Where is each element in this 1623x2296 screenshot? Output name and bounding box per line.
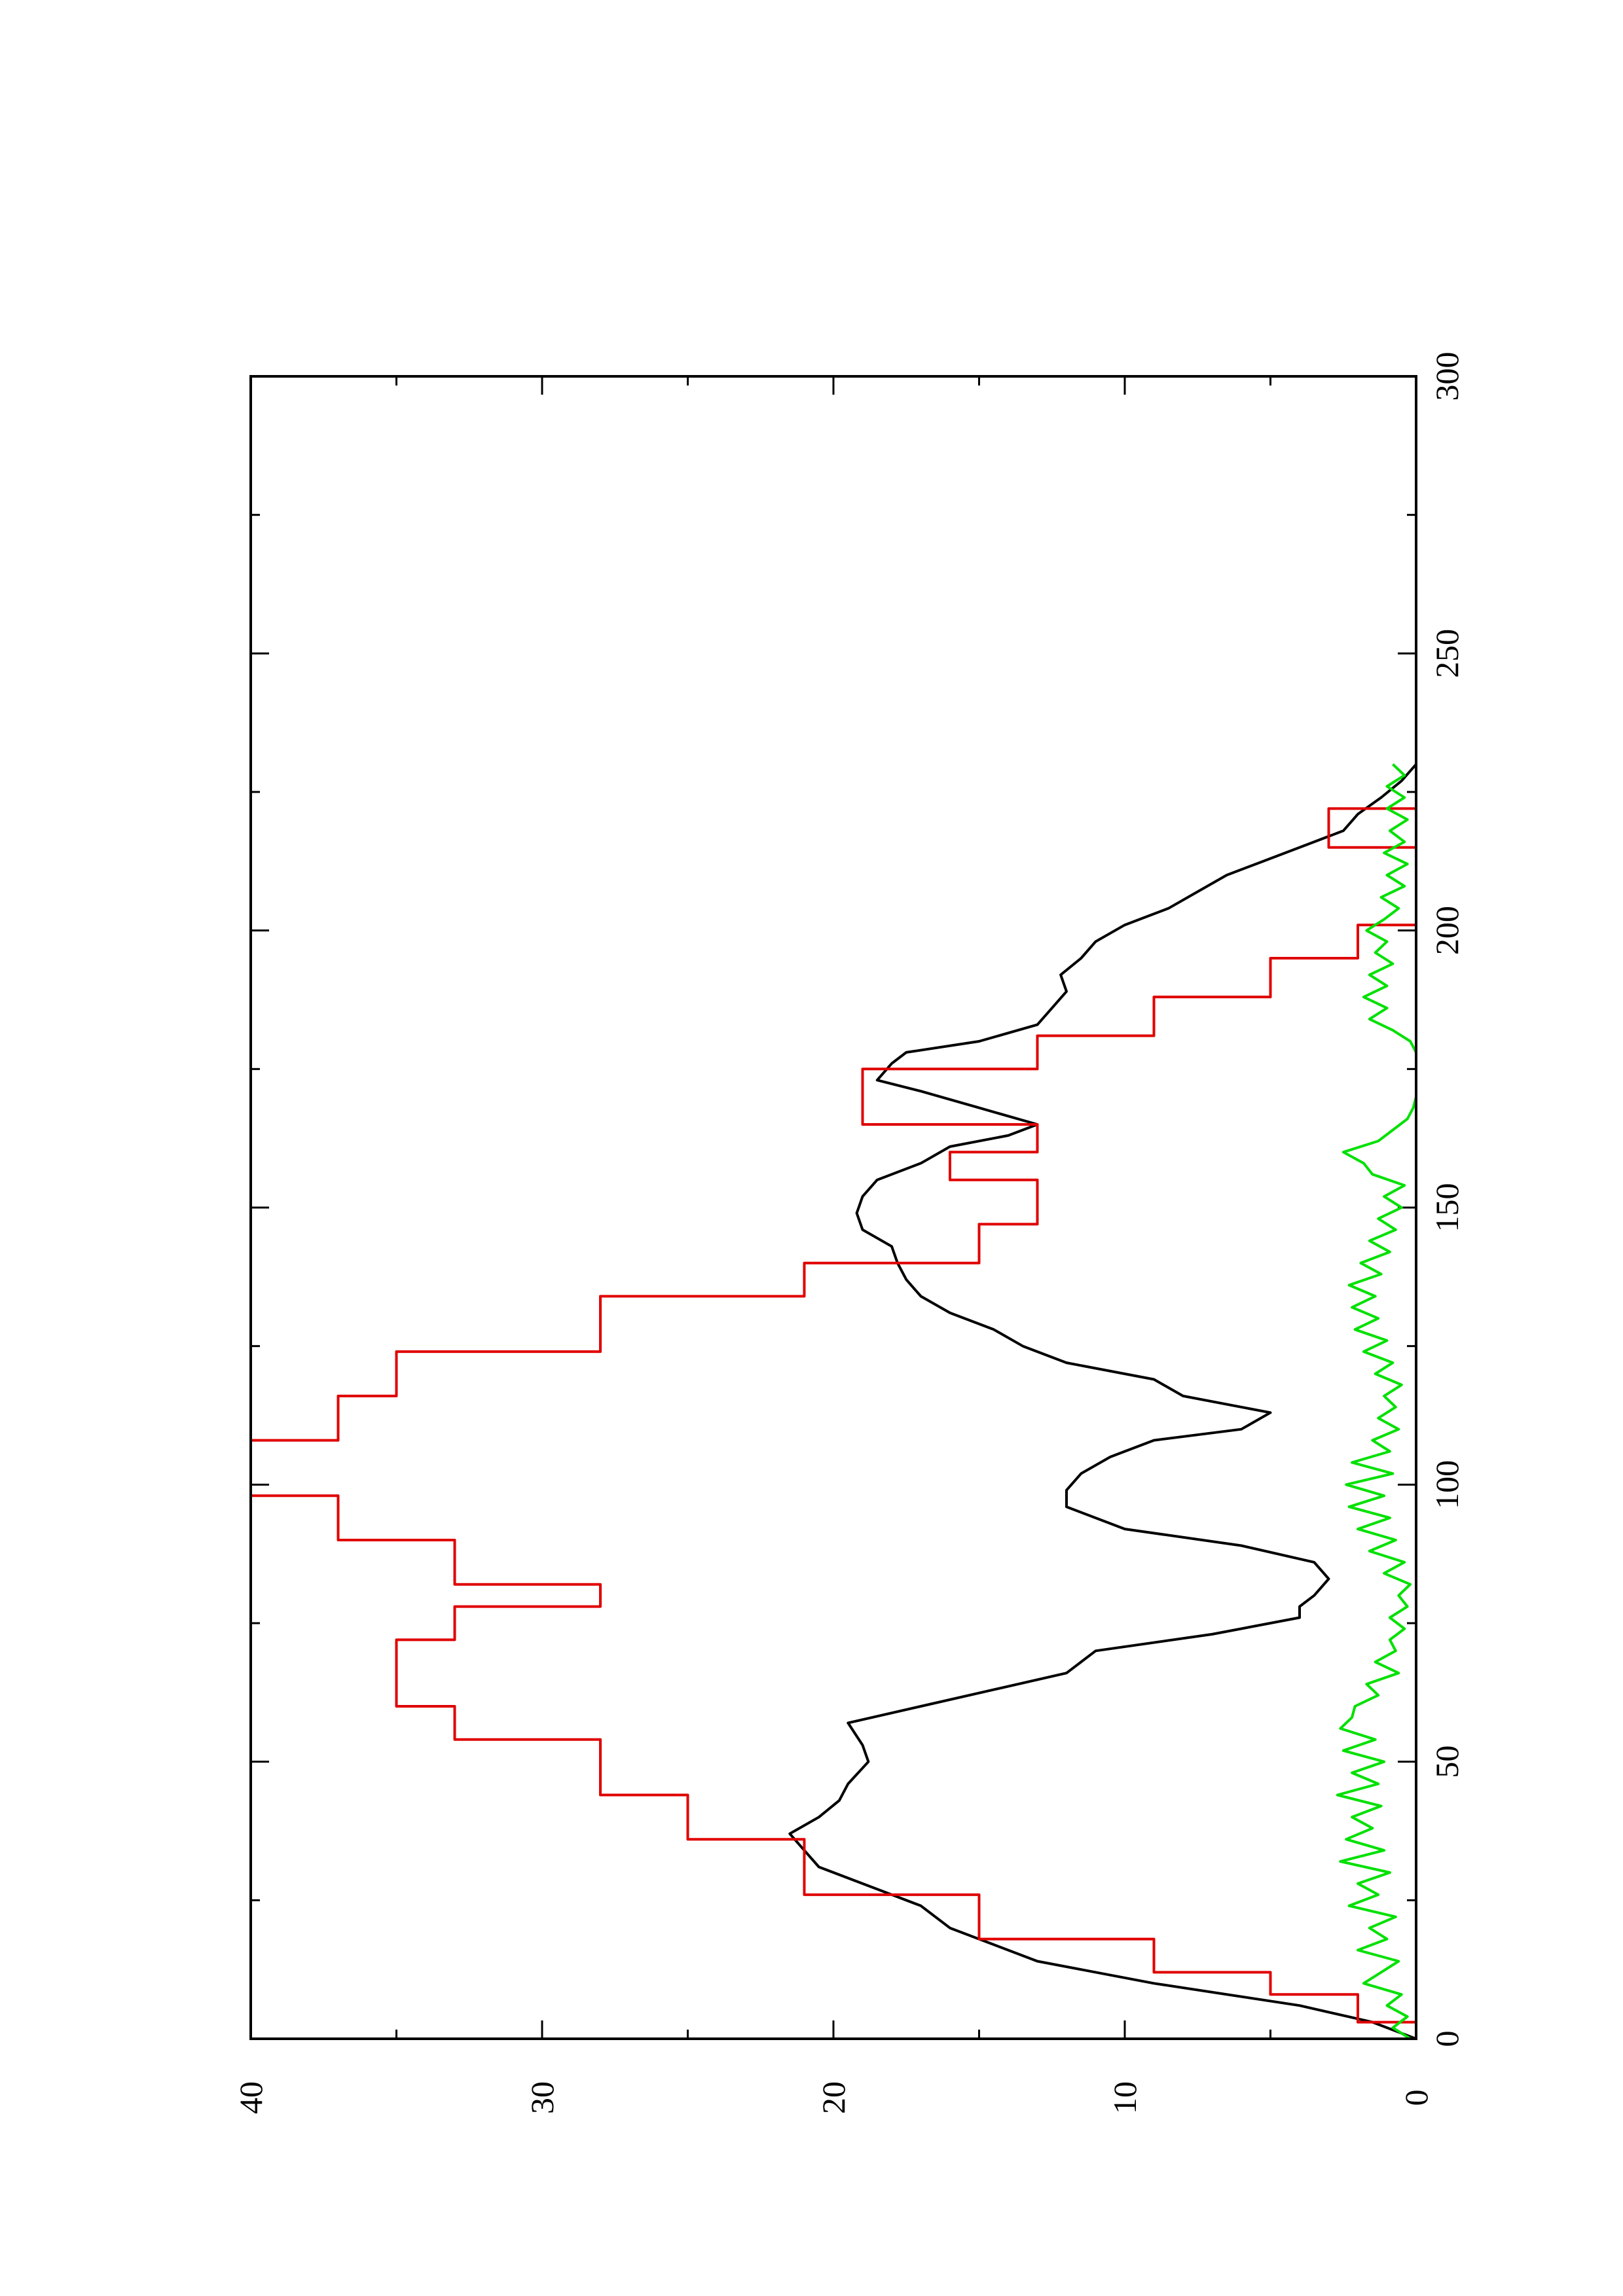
x-tick-label: 100 bbox=[1429, 1460, 1465, 1509]
tick-labels-layer: 0 50 100 150 200 250 300 0 10 20 30 40 bbox=[232, 352, 1465, 2115]
x-tick-label: 0 bbox=[1429, 2031, 1465, 2047]
series-line-green bbox=[1336, 763, 1417, 2040]
y-tick-label: 0 bbox=[1398, 2090, 1434, 2106]
x-tick-label: 150 bbox=[1429, 1183, 1465, 1232]
ticks-layer bbox=[249, 375, 1417, 2040]
series-line-red bbox=[249, 764, 1417, 2039]
x-tick-label: 250 bbox=[1429, 629, 1465, 678]
plot-frame bbox=[249, 375, 1417, 2040]
x-tick-label: 300 bbox=[1429, 352, 1465, 401]
y-tick-label: 40 bbox=[232, 2081, 269, 2114]
y-tick-label: 20 bbox=[815, 2081, 852, 2114]
y-tick-label: 10 bbox=[1106, 2081, 1143, 2114]
x-tick-label: 50 bbox=[1429, 1746, 1465, 1778]
x-tick-label: 200 bbox=[1429, 906, 1465, 955]
y-tick-label: 30 bbox=[524, 2081, 560, 2114]
series-line-black bbox=[788, 763, 1417, 2040]
series-layer bbox=[249, 763, 1417, 2040]
